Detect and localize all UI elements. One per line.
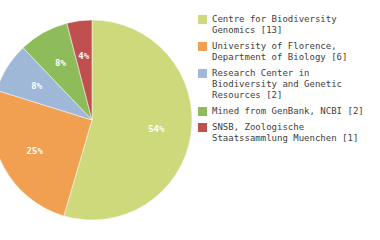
svg-text:54%: 54% bbox=[148, 124, 165, 134]
html-text:University of Florence,: University of Florence, bbox=[212, 41, 337, 51]
html-text:Genomics [13]: Genomics [13] bbox=[212, 25, 283, 35]
svg-text:8%: 8% bbox=[31, 81, 42, 91]
html-text:Mined from GenBank, NCBI [2]: Mined from GenBank, NCBI [2] bbox=[212, 106, 364, 116]
html-text:Research Center in: Research Center in bbox=[212, 68, 310, 78]
svg-text:8%: 8% bbox=[55, 58, 66, 68]
html-text:Staatssammlung Muenchen [1]: Staatssammlung Muenchen [1] bbox=[212, 133, 359, 143]
html-text:Resources [2]: Resources [2] bbox=[212, 90, 283, 100]
html-text:Department of Biology [6]: Department of Biology [6] bbox=[212, 52, 348, 62]
html-text:Biodiversity and Genetic: Biodiversity and Genetic bbox=[212, 79, 342, 89]
svg-text:25%: 25% bbox=[27, 146, 44, 156]
html-text:Centre for Biodiversity: Centre for Biodiversity bbox=[212, 14, 337, 24]
html-text:SNSB, Zoologische: SNSB, Zoologische bbox=[212, 122, 305, 132]
svg-text:4%: 4% bbox=[78, 51, 89, 61]
